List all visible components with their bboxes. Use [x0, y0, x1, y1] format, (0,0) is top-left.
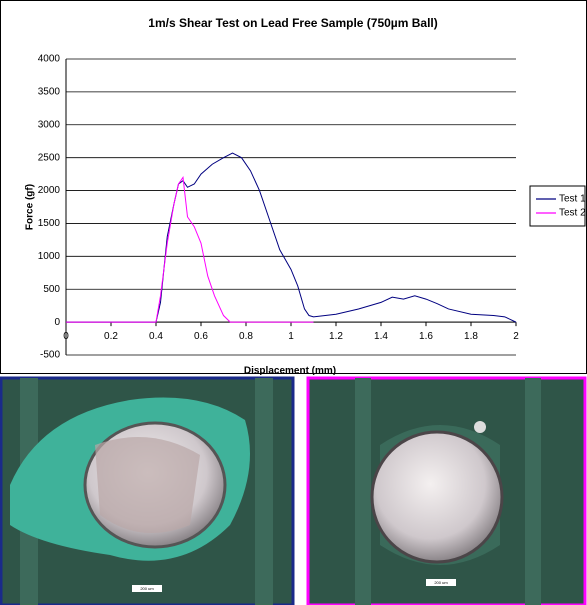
- x-tick-label: 0.6: [194, 331, 208, 342]
- photo-left: 200 um: [0, 376, 295, 605]
- y-tick-label: 2500: [38, 152, 61, 163]
- x-tick-label: 1.6: [419, 331, 433, 342]
- scale-label: 200 um: [434, 580, 448, 585]
- x-tick-label: 1.8: [464, 331, 478, 342]
- photos: 200 um 200 um: [0, 376, 587, 605]
- x-tick-label: 1: [288, 331, 294, 342]
- legend-label: Test 1: [559, 194, 586, 205]
- legend-label: Test 2: [559, 208, 586, 219]
- y-tick-label: 4000: [38, 54, 61, 65]
- y-tick-label: 1000: [38, 251, 61, 262]
- chart: 1m/s Shear Test on Lead Free Sample (750…: [0, 0, 587, 375]
- chart-title: 1m/s Shear Test on Lead Free Sample (750…: [148, 16, 437, 30]
- series-line: [66, 152, 517, 323]
- x-tick-label: 1.4: [374, 331, 388, 342]
- y-tick-label: 500: [43, 284, 60, 295]
- x-tick-label: 0.2: [104, 331, 118, 342]
- y-tick-label: 2000: [38, 185, 61, 196]
- x-tick-label: 1.2: [329, 331, 343, 342]
- y-tick-label: 3000: [38, 119, 61, 130]
- x-tick-label: 0.4: [149, 331, 163, 342]
- scale-label: 200 um: [140, 586, 154, 591]
- y-tick-label: -500: [40, 350, 60, 361]
- y-tick-label: 3500: [38, 87, 61, 98]
- y-tick-label: 1500: [38, 218, 61, 229]
- series-line: [66, 176, 314, 323]
- legend-box: [529, 185, 586, 227]
- y-tick-label: 0: [54, 317, 60, 328]
- photo-right: 200 um: [306, 376, 587, 605]
- chart-border: [0, 0, 587, 374]
- x-tick-label: 2: [513, 331, 519, 342]
- x-tick-label: 0.8: [239, 331, 253, 342]
- x-tick-label: 0: [63, 331, 69, 342]
- x-axis-title: Displacement (mm): [244, 366, 336, 375]
- y-axis-title: Force (gf): [25, 184, 36, 230]
